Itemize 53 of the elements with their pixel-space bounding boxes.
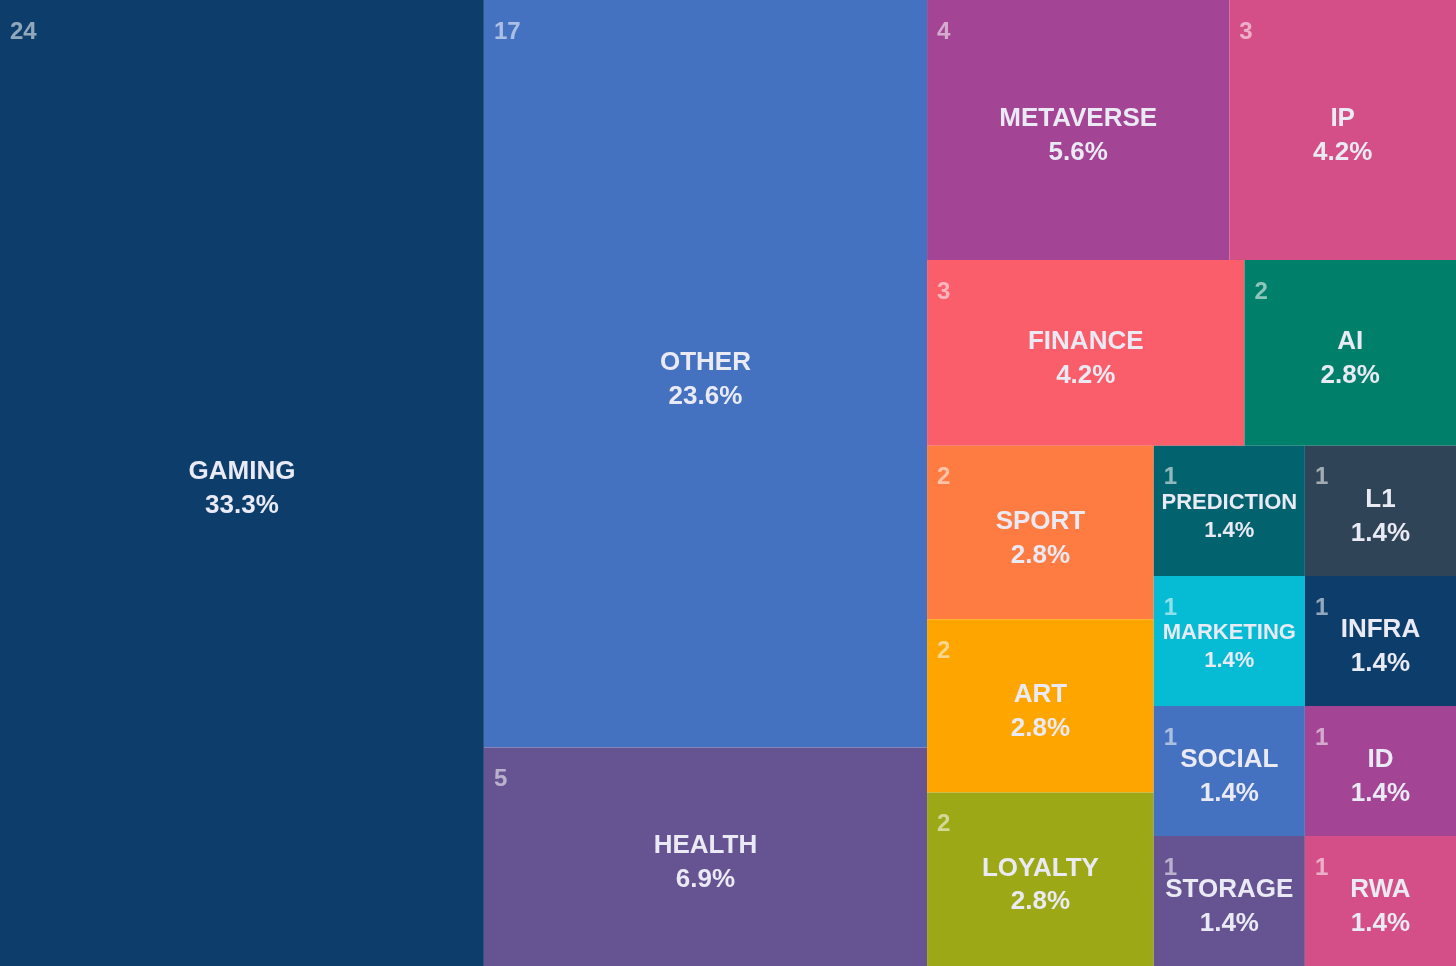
data-label: 2.8% (1010, 538, 1071, 569)
data-label: 4.2% (1056, 359, 1116, 390)
category-label: ID (1367, 743, 1394, 774)
text: 1 (1163, 722, 1178, 750)
text: 1 (1314, 592, 1329, 620)
data-label: 33.3% (205, 489, 279, 520)
text: 2 (1254, 276, 1268, 304)
category-label: AI (1337, 325, 1364, 356)
category-label: ART (1013, 678, 1068, 709)
text: 3 (937, 276, 951, 304)
text: 1 (1314, 852, 1329, 880)
text: 2 (937, 635, 951, 663)
category-label: RWA (1350, 873, 1411, 904)
category-label: HEALTH (653, 829, 758, 859)
data-label: 2.8% (1010, 711, 1071, 742)
text: 1 (1314, 462, 1329, 490)
category-label: LOYALTY (981, 851, 1099, 882)
text: 1 (1163, 852, 1178, 880)
data-label: 1.4% (1199, 907, 1259, 938)
data-label: 5.6% (1048, 136, 1108, 167)
category-label: L1 (1365, 483, 1396, 514)
data-label: 1.4% (1350, 777, 1411, 808)
data-label: 1.4% (1350, 516, 1411, 547)
text: 1 (1163, 592, 1178, 620)
data-label: 4.2% (1313, 136, 1373, 167)
text: 2 (937, 462, 951, 490)
category-label: METAVERSE (999, 102, 1158, 133)
data-label: 1.4% (1199, 777, 1259, 808)
category-label: SOCIAL (1180, 743, 1279, 774)
data-label: 1.4% (1204, 647, 1255, 673)
category-label: GAMING (188, 455, 296, 486)
data-label: 2.8% (1320, 359, 1380, 390)
category-label: OTHER (659, 346, 752, 376)
data-label: 1.4% (1350, 907, 1411, 938)
category-label: IP (1330, 102, 1355, 133)
text: 17 (493, 16, 521, 44)
text: 1 (1163, 462, 1178, 490)
category-label: SPORT (995, 504, 1086, 535)
category-label: INFRA (1340, 613, 1421, 644)
category-label: MARKETING (1162, 618, 1296, 644)
data-label: 1.4% (1350, 646, 1411, 677)
text: 2 (937, 809, 951, 837)
category-label: FINANCE (1027, 325, 1144, 356)
category-label: PREDICTION (1161, 488, 1298, 514)
data-label: 6.9% (675, 862, 736, 893)
data-label: 23.6% (668, 379, 743, 410)
data-label: 2.8% (1010, 885, 1071, 916)
text: 24 (10, 16, 37, 44)
data-label: 1.4% (1204, 517, 1255, 543)
text: 3 (1239, 16, 1253, 44)
text: 1 (1314, 722, 1329, 750)
text: 4 (937, 16, 951, 44)
text: 5 (493, 764, 508, 792)
